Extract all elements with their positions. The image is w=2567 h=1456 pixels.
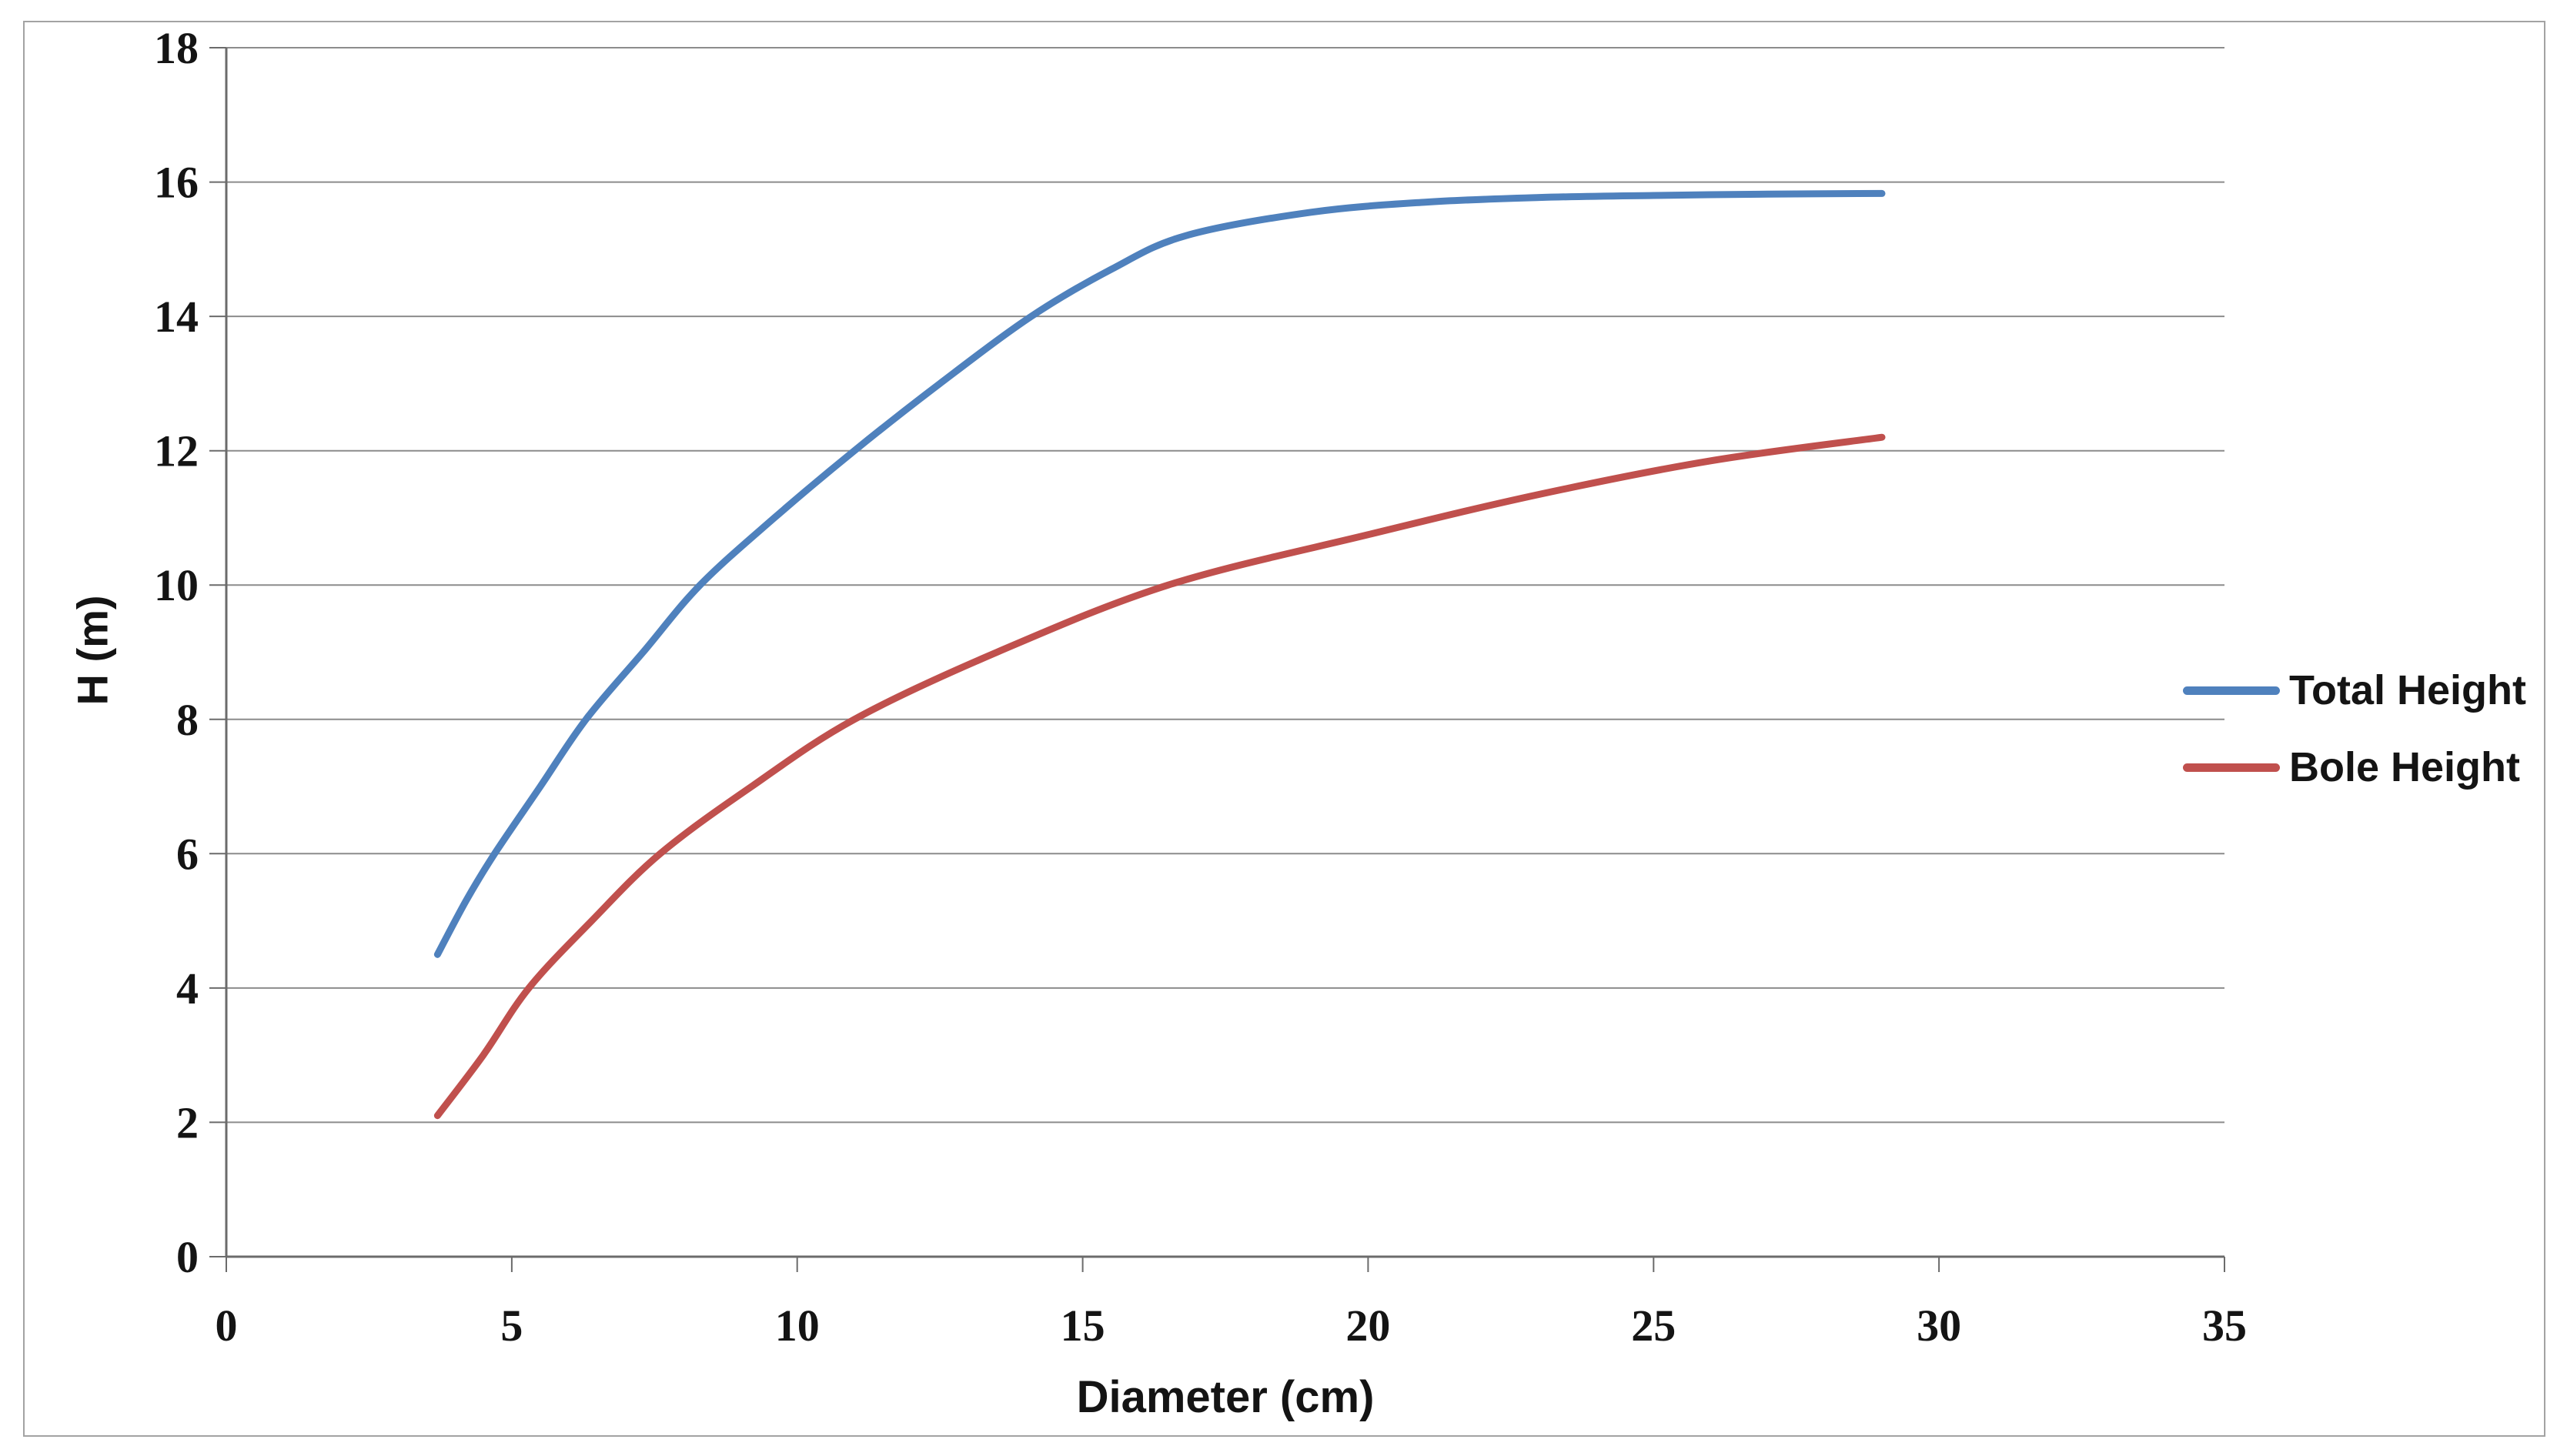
x-axis-title: Diameter (cm) <box>1076 1372 1375 1422</box>
gridlines <box>226 47 2224 1124</box>
chart-border <box>23 21 2545 1437</box>
x-tick-label: 0 <box>216 1301 238 1351</box>
axes <box>225 48 2224 1258</box>
y-tick-label: 6 <box>176 829 199 879</box>
series-line-bole-height <box>433 433 1886 1120</box>
legend-label-total-height: Total Height <box>2289 667 2526 713</box>
legend-line-swatch-bole-height <box>2183 763 2280 772</box>
x-tick-label: 15 <box>1061 1301 1105 1351</box>
x-tick-label: 25 <box>1631 1301 1676 1351</box>
y-tick-label: 18 <box>154 23 199 73</box>
y-tick-label: 10 <box>154 560 199 610</box>
x-tick-label: 35 <box>2202 1301 2247 1351</box>
tick-marks <box>209 47 2225 1272</box>
legend-label-bole-height: Bole Height <box>2289 744 2521 790</box>
legend-line-swatch-total-height <box>2183 686 2280 695</box>
series-lines <box>433 189 1886 1120</box>
y-tick-label: 0 <box>176 1232 199 1282</box>
legend-item-bole-height: Bole Height <box>2183 743 2520 791</box>
x-tick-label: 5 <box>500 1301 523 1351</box>
y-tick-label: 12 <box>154 426 199 476</box>
y-tick-label: 2 <box>176 1097 199 1147</box>
y-axis-title: H (m) <box>68 595 117 706</box>
x-tick-label: 30 <box>1917 1301 1961 1351</box>
series-line-total-height <box>433 189 1886 958</box>
y-tick-label: 8 <box>176 695 199 745</box>
x-tick-label: 20 <box>1345 1301 1390 1351</box>
tick-labels: 0 2 4 6 8 10 12 14 16 18 0 5 10 15 20 25 30 35 <box>154 23 2247 1351</box>
legend-item-total-height: Total Height <box>2183 666 2526 714</box>
y-tick-label: 16 <box>154 158 199 208</box>
x-tick-label: 10 <box>775 1301 820 1351</box>
y-tick-label: 14 <box>154 292 199 342</box>
y-tick-label: 4 <box>176 963 199 1014</box>
